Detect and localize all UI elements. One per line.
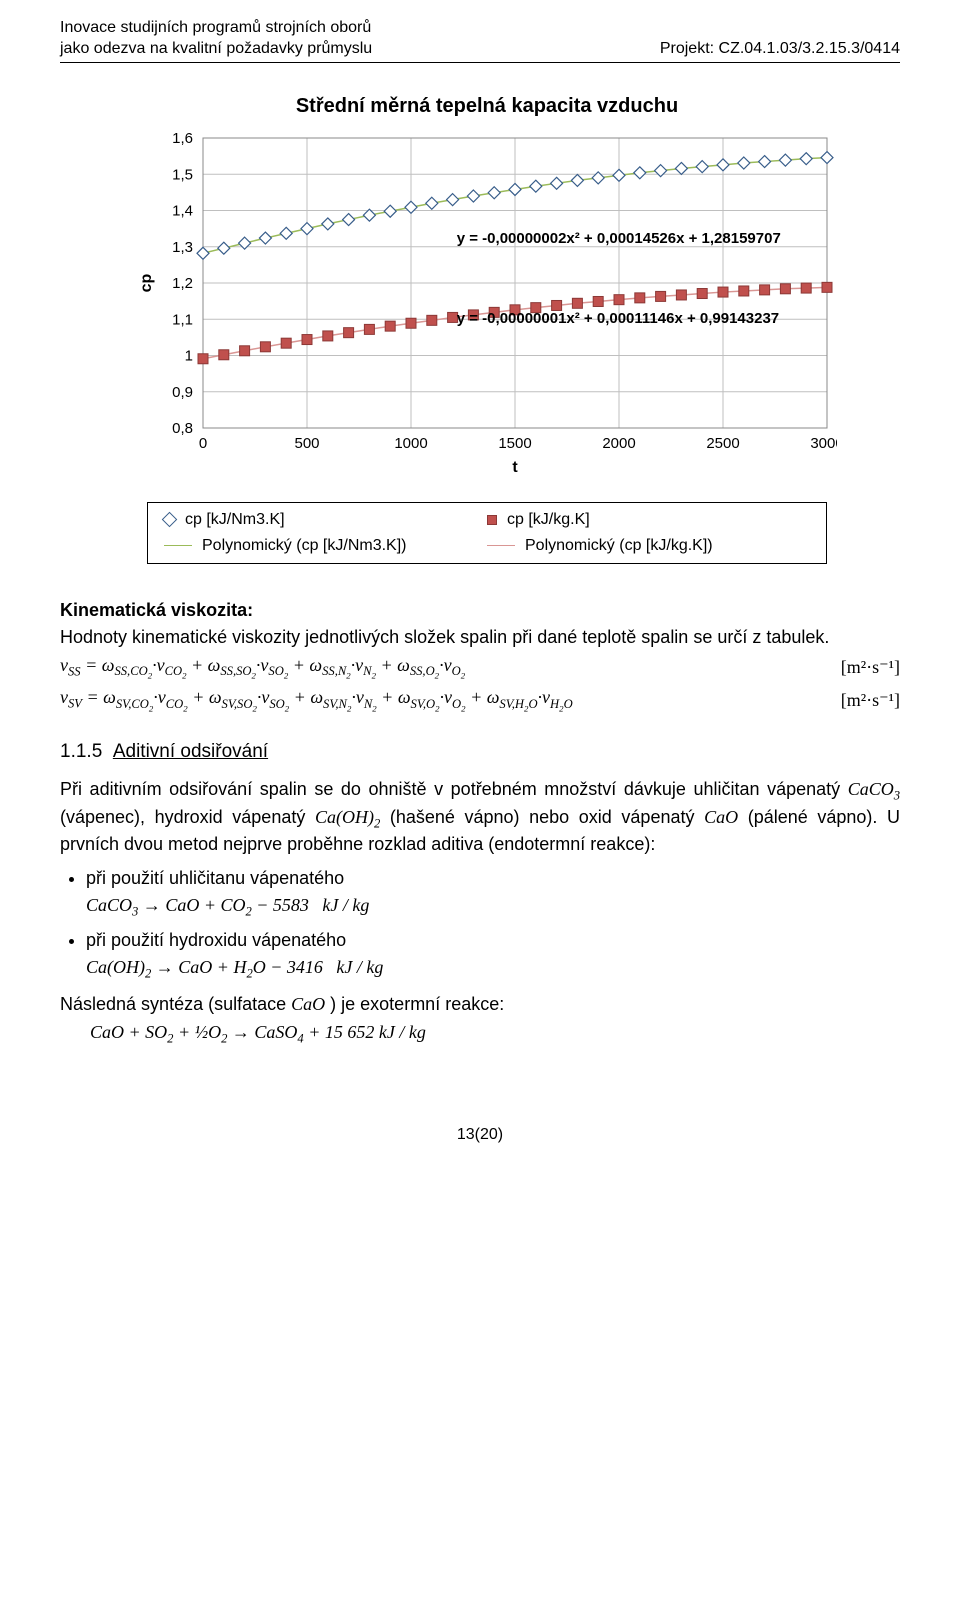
svg-text:1,5: 1,5: [172, 166, 193, 183]
header-left-line1: Inovace studijních programů strojních ob…: [60, 18, 372, 39]
equation-ss-lhs: νSS = ωSS,CO2·νCO2 + ωSS,SO2·νSO2 + ωSS,…: [60, 655, 465, 681]
svg-text:1,2: 1,2: [172, 275, 193, 292]
legend-item-fit2: Polynomický (cp [kJ/kg.K]): [487, 537, 810, 555]
list-item: při použití uhličitanu vápenatého CaCO3 …: [86, 865, 900, 921]
svg-text:t: t: [512, 459, 518, 476]
svg-text:1000: 1000: [394, 435, 427, 452]
svg-text:2500: 2500: [706, 435, 739, 452]
list-item: při použití hydroxidu vápenatého Ca(OH)2…: [86, 927, 900, 983]
equation-sv: νSV = ωSV,CO2·νCO2 + ωSV,SO2·νSO2 + ωSV,…: [60, 687, 900, 713]
svg-text:2000: 2000: [602, 435, 635, 452]
equation-ss-unit: [m²·s⁻¹]: [841, 657, 900, 678]
section-number: 1.1.5: [60, 741, 102, 762]
equation-sv-lhs: νSV = ωSV,CO2·νCO2 + ωSV,SO2·νSO2 + ωSV,…: [60, 687, 573, 713]
chart-container: Střední měrná tepelná kapacita vzduchu 0…: [110, 95, 850, 564]
line-icon: [164, 545, 192, 546]
svg-text:0,9: 0,9: [172, 383, 193, 400]
reaction-formula: Ca(OH)2 → CaO + H2O − 3416 kJ / kg: [86, 957, 383, 977]
square-icon: [487, 515, 497, 525]
svg-text:3000: 3000: [810, 435, 837, 452]
kinematic-heading: Kinematická viskozita:: [60, 600, 900, 621]
svg-text:1,4: 1,4: [172, 202, 193, 219]
legend-label: cp [kJ/kg.K]: [507, 511, 590, 529]
final-reaction: CaO + SO2 + ½O2 → CaSO4 + 15 652 kJ / kg: [90, 1022, 900, 1047]
svg-text:cp: cp: [138, 273, 155, 292]
text: ) je exotermní reakce:: [325, 994, 504, 1014]
diamond-icon: [162, 512, 178, 528]
equation-sv-unit: [m²·s⁻¹]: [841, 690, 900, 711]
svg-text:0: 0: [199, 435, 207, 452]
reaction-list: při použití uhličitanu vápenatého CaCO3 …: [86, 865, 900, 984]
text: Při aditivním odsiřování spalin se do oh…: [60, 779, 848, 799]
kinematic-text: Hodnoty kinematické viskozity jednotlivý…: [60, 625, 900, 649]
header-left-line2: jako odezva na kvalitní požadavky průmys…: [60, 39, 372, 60]
section-para2: Následná syntéza (sulfatace CaO ) je exo…: [60, 992, 900, 1016]
svg-text:0,8: 0,8: [172, 420, 193, 437]
section-title: Aditivní odsiřování: [113, 741, 268, 762]
formula-caoh2: Ca(OH)2: [315, 807, 380, 827]
formula-cao: CaO: [291, 994, 325, 1014]
svg-text:500: 500: [294, 435, 319, 452]
header-right: Projekt: CZ.04.1.03/3.2.15.3/0414: [660, 39, 900, 60]
reaction-formula: CaCO3 → CaO + CO2 − 5583 kJ / kg: [86, 895, 369, 915]
svg-text:1,3: 1,3: [172, 238, 193, 255]
svg-text:1,6: 1,6: [172, 130, 193, 147]
chart-title: Střední měrná tepelná kapacita vzduchu: [124, 95, 850, 118]
text: Následná syntéza (sulfatace: [60, 994, 291, 1014]
text: (vápenec), hydroxid vápenatý: [60, 807, 315, 827]
text: (hašené vápno) nebo oxid vápenatý: [380, 807, 704, 827]
section-para1: Při aditivním odsiřování spalin se do oh…: [60, 777, 900, 856]
page-number: 13(20): [60, 1126, 900, 1144]
page-header: Inovace studijních programů strojních ob…: [60, 18, 900, 63]
equation-ss: νSS = ωSS,CO2·νCO2 + ωSS,SO2·νSO2 + ωSS,…: [60, 655, 900, 681]
chart-legend: cp [kJ/Nm3.K] cp [kJ/kg.K] Polynomický (…: [147, 502, 827, 564]
formula-cao: CaO: [704, 807, 738, 827]
section-1-1-5-heading: 1.1.5 Aditivní odsiřování: [60, 741, 900, 763]
legend-label: Polynomický (cp [kJ/Nm3.K]): [202, 537, 406, 555]
chart-plot: 0 500 1000 1500 2000 2500 3000 0,8 0,9 1 1,1 1,2 1,3…: [137, 128, 837, 488]
bullet-text: při použití hydroxidu vápenatého: [86, 930, 346, 950]
svg-text:y = -0,00000002x² + 0,00014526: y = -0,00000002x² + 0,00014526x + 1,2815…: [457, 230, 781, 247]
svg-text:1500: 1500: [498, 435, 531, 452]
svg-text:y = -0,00000001x² + 0,00011146: y = -0,00000001x² + 0,00011146x + 0,9914…: [457, 309, 779, 326]
line-icon: [487, 545, 515, 546]
legend-item-series1: cp [kJ/Nm3.K]: [164, 511, 487, 529]
svg-text:1,1: 1,1: [172, 311, 193, 328]
legend-label: cp [kJ/Nm3.K]: [185, 511, 285, 529]
legend-label: Polynomický (cp [kJ/kg.K]): [525, 537, 713, 555]
bullet-text: při použití uhličitanu vápenatého: [86, 868, 344, 888]
formula-caco3: CaCO3: [848, 779, 900, 799]
legend-item-series2: cp [kJ/kg.K]: [487, 511, 810, 529]
svg-text:1: 1: [185, 347, 193, 364]
legend-item-fit1: Polynomický (cp [kJ/Nm3.K]): [164, 537, 487, 555]
header-left: Inovace studijních programů strojních ob…: [60, 18, 372, 60]
